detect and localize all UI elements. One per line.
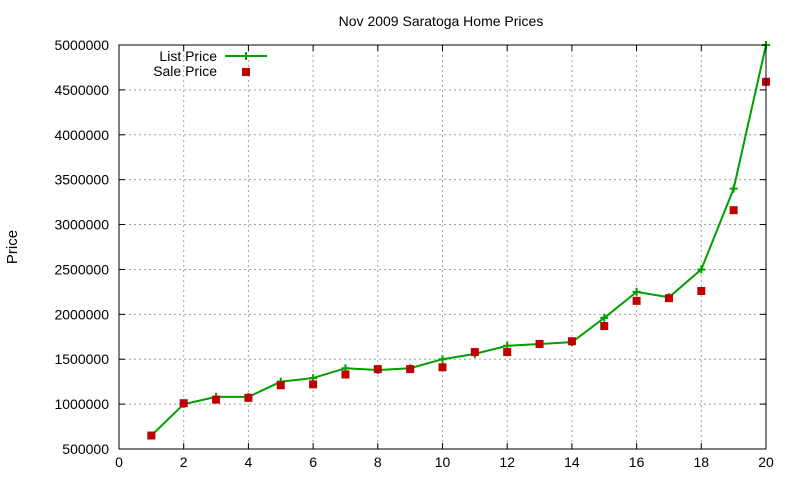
- sale-price-point: [567, 337, 576, 346]
- legend-label-sale-price: Sale Price: [153, 63, 217, 79]
- sale-price-point: [373, 365, 382, 374]
- list-price-point: [632, 287, 641, 296]
- sale-price-point: [212, 395, 221, 404]
- sale-price-point: [535, 339, 544, 348]
- grid: [119, 45, 766, 449]
- x-tick-label: 18: [694, 454, 710, 470]
- x-tick-label: 16: [629, 454, 645, 470]
- sale-price-point: [341, 370, 350, 379]
- y-tick-label: 500000: [62, 441, 109, 457]
- x-tick-label: 4: [245, 454, 253, 470]
- data-marks: [147, 41, 770, 440]
- legend-marker-list-price: [242, 52, 250, 60]
- list-price-point: [438, 355, 447, 364]
- x-tick-label: 2: [180, 454, 188, 470]
- sale-price-point: [406, 365, 415, 374]
- y-tick-label: 4000000: [54, 127, 109, 143]
- y-tick-label: 3000000: [54, 217, 109, 233]
- list-price-line: [150, 44, 767, 437]
- sale-price-point: [179, 399, 188, 408]
- x-tick-label: 20: [758, 454, 774, 470]
- sale-price-point: [503, 348, 512, 357]
- x-tick-label: 8: [374, 454, 382, 470]
- sale-price-point: [600, 322, 609, 331]
- axis-ticks: 0 2 4 6 8 10 12 14 16 18 20 500000 1000000 1500000 200…: [54, 37, 774, 470]
- sale-price-point: [697, 286, 706, 295]
- sale-price-point: [664, 294, 673, 303]
- y-tick-label: 2500000: [54, 261, 109, 277]
- sale-price-point: [470, 348, 479, 357]
- chart-title: Nov 2009 Saratoga Home Prices: [339, 13, 544, 29]
- y-axis-label: Price: [4, 230, 21, 264]
- sale-price-point: [276, 381, 285, 390]
- sale-price-point: [309, 380, 318, 389]
- sale-price-point: [632, 296, 641, 305]
- y-tick-label: 4500000: [54, 82, 109, 98]
- list-price-point: [697, 265, 706, 274]
- sale-price-point: [147, 431, 156, 440]
- sale-price-point: [729, 206, 738, 215]
- y-tick-label: 5000000: [54, 37, 109, 53]
- y-tick-label: 2000000: [54, 306, 109, 322]
- list-price-point: [729, 184, 738, 193]
- y-tick-label: 1000000: [54, 396, 109, 412]
- list-price-point: [600, 313, 609, 322]
- y-tick-label: 1500000: [54, 351, 109, 367]
- x-tick-label: 12: [499, 454, 515, 470]
- legend-marker-sale-price: [242, 68, 250, 76]
- x-tick-label: 10: [435, 454, 451, 470]
- legend-label-list-price: List Price: [159, 48, 217, 64]
- sale-price-point: [438, 363, 447, 372]
- y-tick-label: 3500000: [54, 172, 109, 188]
- x-tick-label: 6: [309, 454, 317, 470]
- x-tick-label: 14: [564, 454, 580, 470]
- sale-price-point: [244, 393, 253, 402]
- plot-frame: [118, 44, 767, 450]
- x-tick-label: 0: [115, 454, 123, 470]
